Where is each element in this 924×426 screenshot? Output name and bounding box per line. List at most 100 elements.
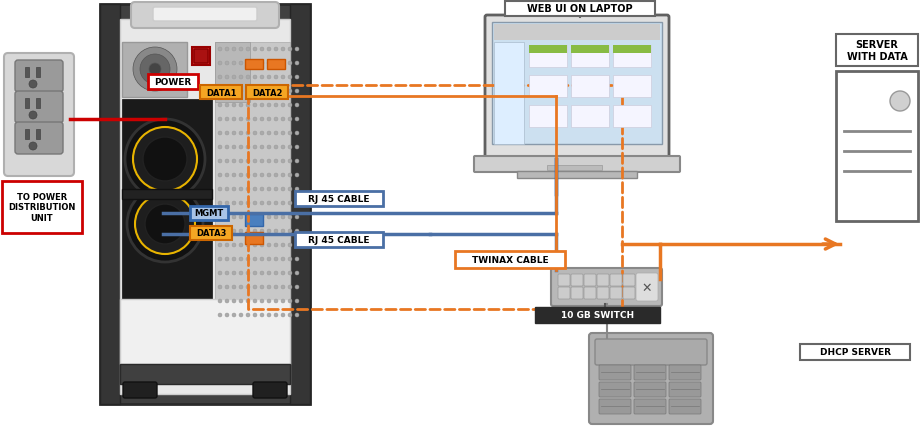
Circle shape — [260, 118, 264, 122]
FancyBboxPatch shape — [571, 274, 583, 286]
Circle shape — [288, 62, 292, 66]
Circle shape — [232, 132, 236, 136]
Circle shape — [260, 313, 264, 317]
FancyBboxPatch shape — [474, 157, 680, 173]
Circle shape — [295, 271, 299, 275]
FancyBboxPatch shape — [595, 339, 707, 365]
Circle shape — [239, 160, 243, 164]
Bar — [267, 60, 285, 70]
Circle shape — [260, 216, 264, 219]
Circle shape — [260, 62, 264, 66]
Circle shape — [274, 146, 278, 150]
Circle shape — [267, 146, 271, 150]
Circle shape — [246, 243, 250, 248]
FancyBboxPatch shape — [669, 382, 701, 397]
Circle shape — [246, 216, 250, 219]
Circle shape — [253, 118, 257, 122]
Bar — [529, 76, 567, 98]
Circle shape — [288, 299, 292, 303]
Circle shape — [260, 230, 264, 233]
Circle shape — [281, 118, 285, 122]
Circle shape — [260, 132, 264, 136]
Circle shape — [295, 313, 299, 317]
Circle shape — [281, 90, 285, 94]
Circle shape — [253, 299, 257, 303]
Circle shape — [267, 132, 271, 136]
Circle shape — [232, 48, 236, 52]
Bar — [190, 207, 228, 221]
Circle shape — [127, 187, 203, 262]
Circle shape — [225, 271, 229, 275]
Circle shape — [281, 299, 285, 303]
Circle shape — [288, 243, 292, 248]
FancyBboxPatch shape — [669, 365, 701, 380]
Circle shape — [239, 76, 243, 80]
Circle shape — [239, 104, 243, 108]
Bar — [25, 130, 29, 140]
Circle shape — [232, 299, 236, 303]
Circle shape — [267, 104, 271, 108]
Circle shape — [260, 104, 264, 108]
Circle shape — [288, 160, 292, 164]
Circle shape — [288, 146, 292, 150]
Circle shape — [225, 160, 229, 164]
FancyBboxPatch shape — [634, 382, 666, 397]
Circle shape — [225, 243, 229, 248]
FancyBboxPatch shape — [634, 365, 666, 380]
Text: DATA1: DATA1 — [206, 88, 237, 97]
Circle shape — [274, 48, 278, 52]
Circle shape — [253, 285, 257, 289]
FancyBboxPatch shape — [571, 287, 583, 299]
Bar — [120, 299, 290, 364]
Text: 10 GB SWITCH: 10 GB SWITCH — [561, 311, 634, 320]
Circle shape — [225, 173, 229, 178]
Bar — [200, 86, 242, 100]
Circle shape — [246, 118, 250, 122]
FancyBboxPatch shape — [194, 50, 208, 64]
Circle shape — [295, 299, 299, 303]
Circle shape — [295, 90, 299, 94]
Text: WEB UI ON LAPTOP: WEB UI ON LAPTOP — [528, 5, 633, 14]
Circle shape — [218, 62, 222, 66]
Circle shape — [295, 132, 299, 136]
Bar — [571, 46, 609, 54]
Bar — [295, 233, 383, 248]
FancyBboxPatch shape — [589, 333, 713, 424]
Circle shape — [295, 62, 299, 66]
Circle shape — [253, 104, 257, 108]
Circle shape — [246, 173, 250, 178]
Circle shape — [225, 118, 229, 122]
Circle shape — [225, 299, 229, 303]
Circle shape — [253, 230, 257, 233]
Circle shape — [267, 299, 271, 303]
Circle shape — [246, 76, 250, 80]
Circle shape — [232, 285, 236, 289]
Circle shape — [288, 90, 292, 94]
Text: MGMT: MGMT — [194, 209, 224, 218]
Circle shape — [281, 160, 285, 164]
Circle shape — [239, 118, 243, 122]
Circle shape — [281, 187, 285, 192]
Circle shape — [274, 285, 278, 289]
Circle shape — [225, 285, 229, 289]
Circle shape — [246, 230, 250, 233]
Text: RJ 45 CABLE: RJ 45 CABLE — [309, 195, 370, 204]
Circle shape — [253, 201, 257, 205]
Circle shape — [295, 48, 299, 52]
Bar — [529, 46, 567, 54]
FancyBboxPatch shape — [610, 274, 622, 286]
Bar — [2, 181, 82, 233]
Circle shape — [260, 201, 264, 205]
Bar — [529, 106, 567, 128]
Bar — [290, 5, 310, 404]
Bar — [25, 99, 29, 109]
Circle shape — [232, 313, 236, 317]
Circle shape — [274, 313, 278, 317]
FancyBboxPatch shape — [558, 274, 570, 286]
Circle shape — [260, 187, 264, 192]
Circle shape — [225, 76, 229, 80]
Bar — [215, 43, 250, 103]
Circle shape — [225, 257, 229, 262]
Circle shape — [295, 285, 299, 289]
Bar — [192, 48, 210, 66]
